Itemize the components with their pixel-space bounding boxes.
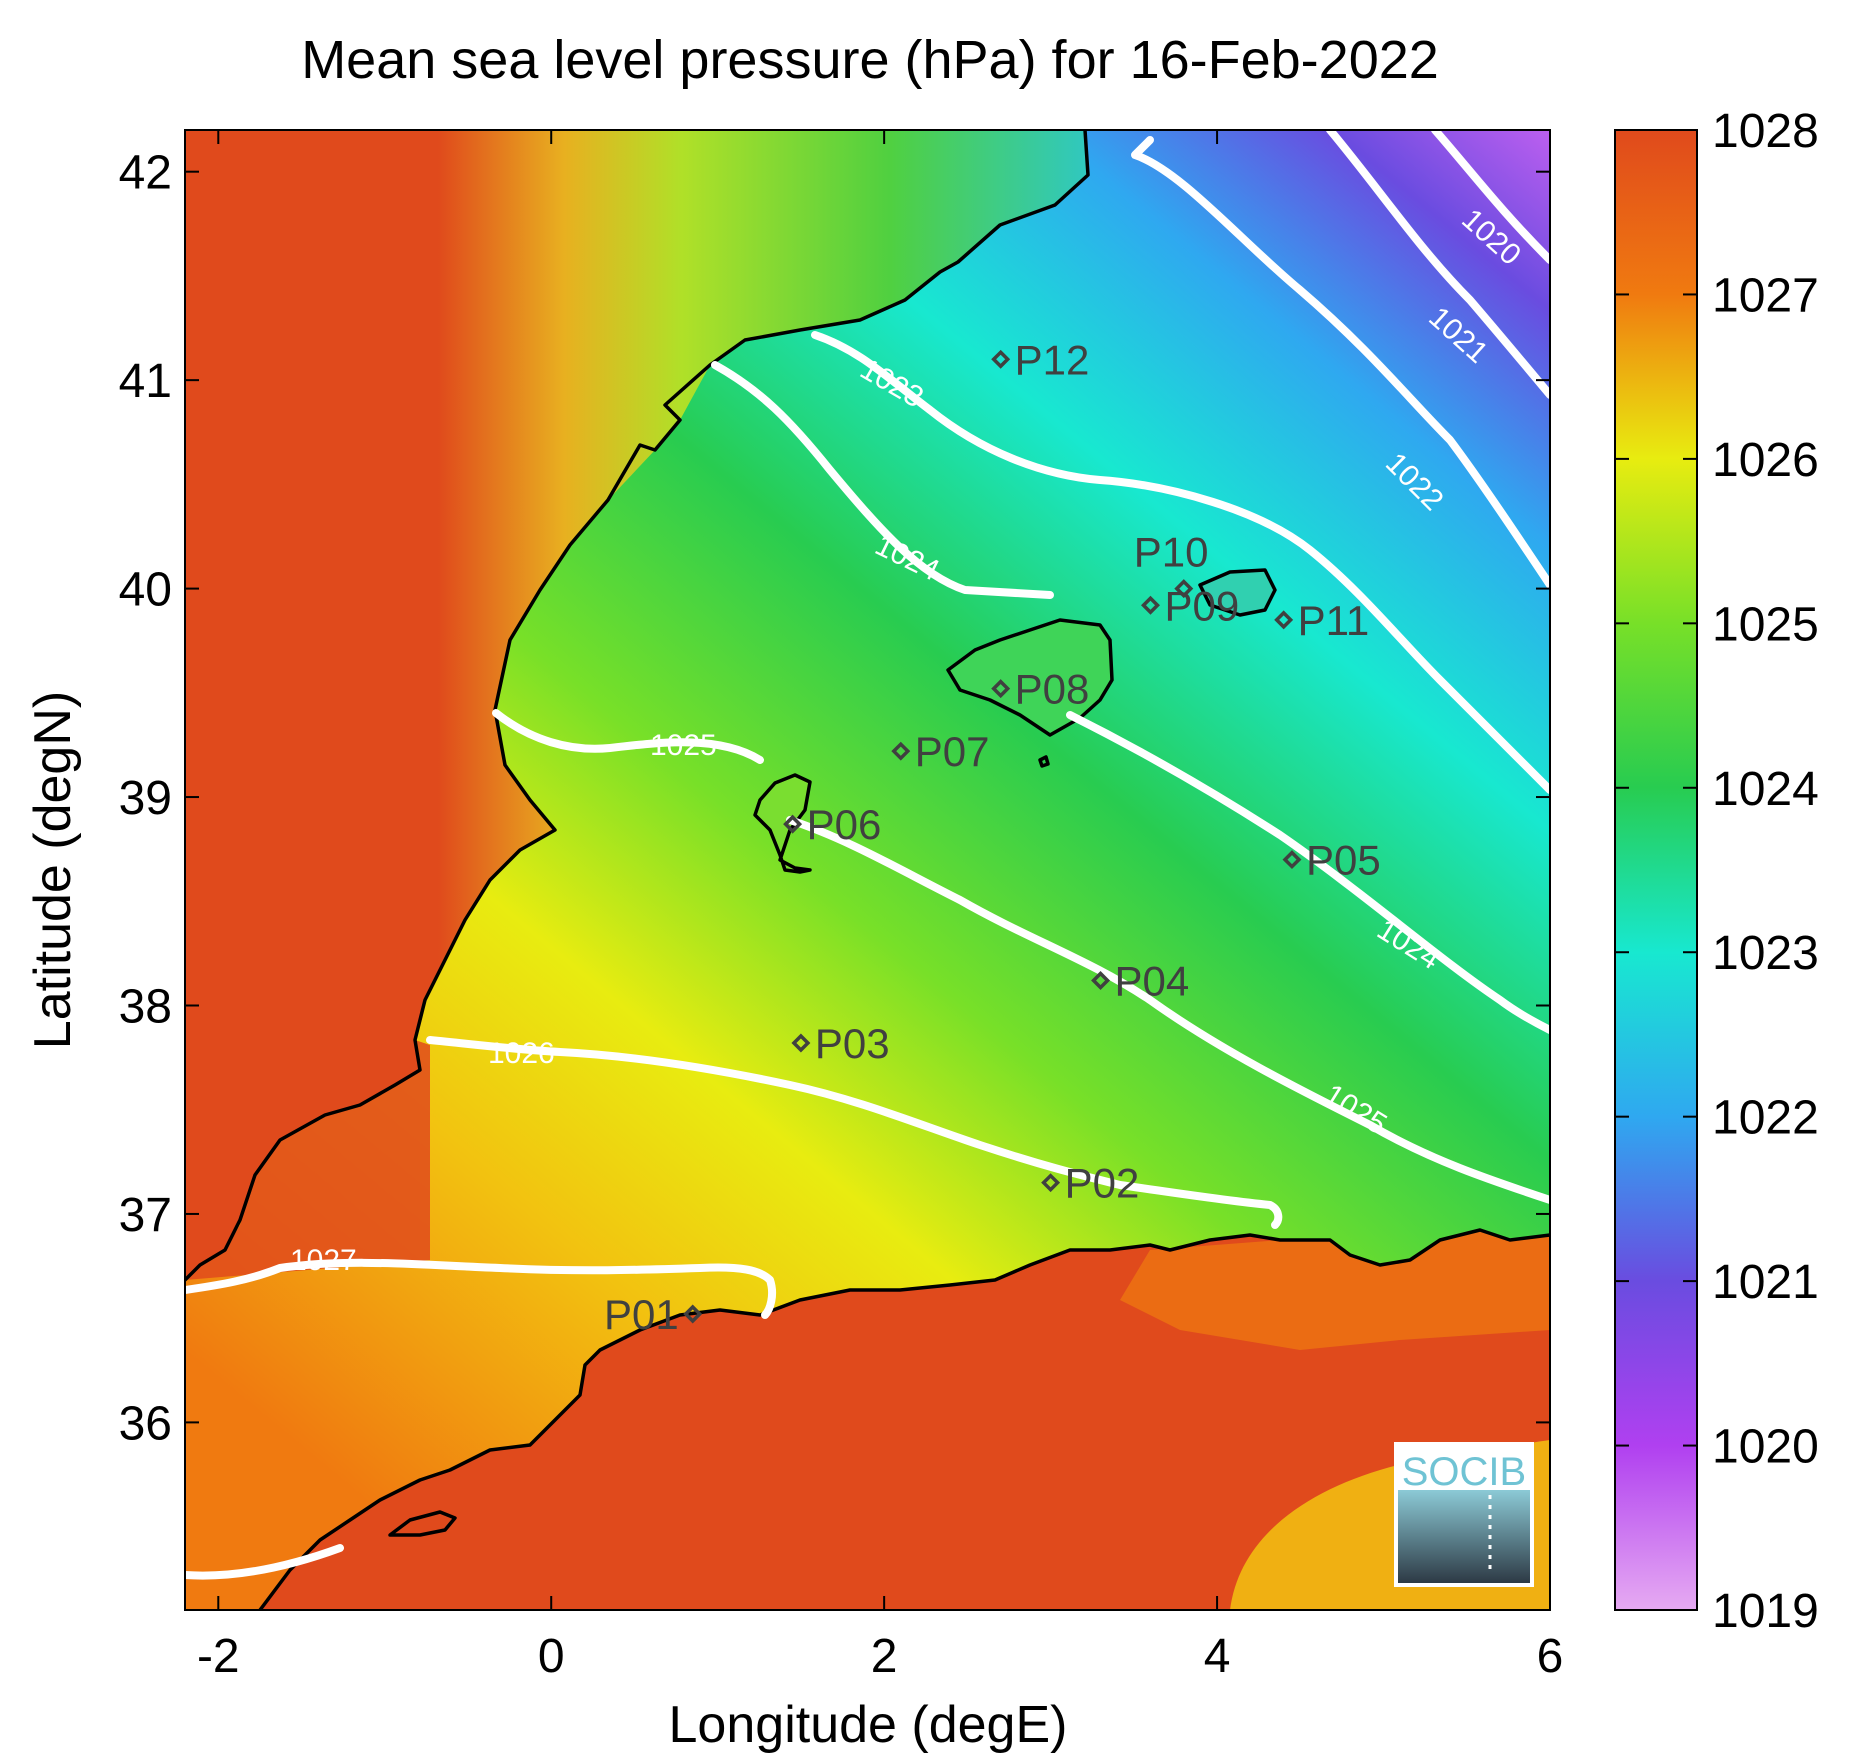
africa-orange-band (1120, 1230, 1550, 1350)
cabrera-island (1038, 755, 1050, 768)
isobar-1024-south (1066, 711, 1550, 1034)
y-tick-label: 37 (119, 1189, 172, 1242)
y-tick-label: 39 (119, 772, 172, 825)
isobar-1022 (1131, 136, 1550, 589)
y-tick-label: 36 (119, 1397, 172, 1450)
station-marker (683, 1304, 703, 1324)
station-marker (1091, 971, 1111, 990)
station-marker (1274, 610, 1294, 630)
station-label: P03 (815, 1020, 890, 1067)
isobar-1027-west (185, 1544, 344, 1580)
isobar-1025-south (786, 816, 1550, 1204)
station-label: P12 (1015, 336, 1090, 383)
station-label: P08 (1015, 666, 1090, 713)
menorca-coastline (1198, 568, 1277, 617)
y-tick-label: 38 (119, 980, 172, 1033)
colorbar-tick-label: 1025 (1712, 598, 1819, 651)
colorbar (1614, 129, 1698, 1611)
ibiza-coastline (753, 773, 812, 874)
africa-coastline (258, 1228, 1550, 1610)
x-tick-label: 4 (1204, 1630, 1231, 1683)
y-tick-label: 42 (119, 147, 172, 200)
mallorca-land (948, 620, 1112, 735)
station-marker (1141, 595, 1160, 615)
station-label: P06 (807, 801, 882, 848)
alboran-island (388, 1510, 457, 1537)
x-tick-label: 2 (871, 1630, 898, 1683)
station-label: P11 (1298, 597, 1370, 644)
ibiza-land (755, 775, 810, 872)
x-tick-label: 6 (1537, 1630, 1564, 1683)
isobar-1024-north (711, 361, 1054, 599)
station-marker (891, 741, 911, 761)
isobar-label-1026: 1026 (488, 1037, 555, 1070)
colorbar-tick-label: 1028 (1712, 105, 1819, 158)
colorbar-tick-label: 1023 (1712, 927, 1819, 980)
y-tick-label: 40 (119, 564, 172, 617)
colorbar-tick-label: 1021 (1712, 1256, 1819, 1309)
plot-area: 1020 1021 1022 1023 1024 1024 1025 1025 … (185, 130, 1550, 1610)
station-marker (1174, 579, 1194, 599)
isobar-1020 (1431, 130, 1550, 264)
x-axis-label: Longitude (degE) (669, 1696, 1068, 1754)
station-marker (991, 349, 1011, 369)
colorbar-tick-label: 1019 (1712, 1585, 1819, 1638)
colorbar-tick-label: 1024 (1712, 763, 1819, 816)
y-axis-label: Latitude (degN) (24, 691, 82, 1049)
station-marker (1041, 1173, 1061, 1193)
station-label: P07 (915, 728, 990, 775)
isobar-1025-north (492, 709, 764, 764)
axes-layer: -2 0 2 4 6 36 37 38 39 40 41 42 (119, 130, 1564, 1683)
colorbar-tick-label: 1020 (1712, 1421, 1819, 1474)
mallorca-coastline (946, 618, 1114, 737)
isobar-1027 (185, 1258, 777, 1319)
colorbar-tick-label: 1022 (1712, 1092, 1819, 1145)
menorca-land (1200, 570, 1275, 615)
x-tick-label: -2 (197, 1630, 240, 1683)
station-label: P10 (1134, 529, 1209, 576)
plot-frame (184, 129, 1551, 1611)
y-tick-label: 41 (119, 355, 172, 408)
socib-logo: SOCIB (1394, 1442, 1534, 1587)
colorbar-tick-label: 1027 (1712, 269, 1819, 322)
station-label: P05 (1306, 837, 1381, 884)
station-marker (1282, 850, 1302, 870)
isobar-label-1027: 1027 (290, 1244, 357, 1277)
isobar-1021 (1326, 130, 1550, 399)
colorbar-tick-label: 1026 (1712, 434, 1819, 487)
isobar-label-1025-north: 1025 (650, 729, 717, 762)
colorbar-ticks: 1019 1020 1021 1022 1023 1024 1025 1026 1027 1028 (1615, 105, 1819, 1638)
iberia-land (185, 130, 1088, 1280)
station-label: P02 (1065, 1160, 1140, 1207)
station-marker (783, 814, 803, 834)
station-marker (791, 1033, 811, 1053)
map-title: Mean sea level pressure (hPa) for 16-Feb… (301, 30, 1439, 90)
isobar-1026 (426, 1036, 1283, 1229)
socib-logo-text: SOCIB (1402, 1450, 1526, 1494)
isobar-1023 (811, 331, 1550, 794)
station-label: P04 (1115, 957, 1190, 1004)
station-marker (991, 679, 1011, 699)
x-tick-label: 0 (538, 1630, 565, 1683)
station-label: P01 (604, 1291, 679, 1338)
